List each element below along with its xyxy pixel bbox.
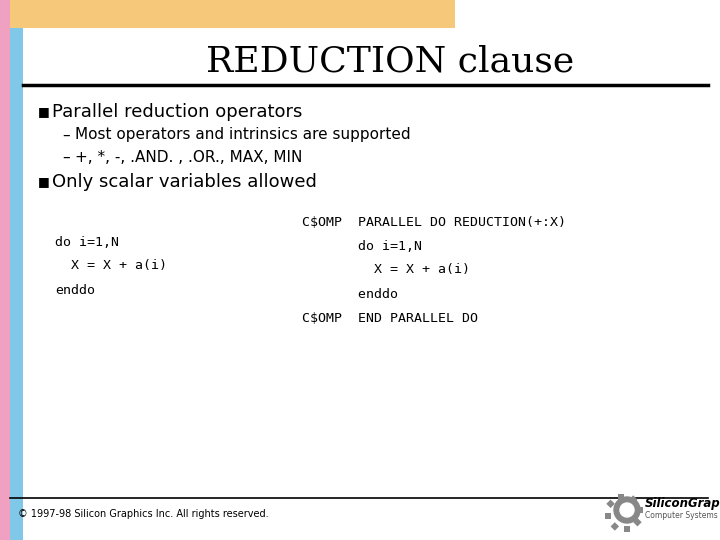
Text: +, *, -, .AND. , .OR., MAX, MIN: +, *, -, .AND. , .OR., MAX, MIN: [75, 150, 302, 165]
Bar: [633, 518, 642, 526]
Text: Parallel reduction operators: Parallel reduction operators: [52, 103, 302, 121]
Bar: [618, 494, 624, 500]
Circle shape: [614, 497, 640, 523]
Text: Only scalar variables allowed: Only scalar variables allowed: [52, 173, 317, 191]
Text: do i=1,N: do i=1,N: [55, 235, 119, 248]
Bar: [0, 0, 10, 540]
Text: enddo: enddo: [55, 284, 95, 296]
Text: C$OMP  END PARALLEL DO: C$OMP END PARALLEL DO: [302, 312, 478, 325]
Text: ■: ■: [38, 176, 50, 188]
Bar: [605, 513, 611, 519]
Text: SiliconGraphics: SiliconGraphics: [645, 497, 720, 510]
Text: –: –: [62, 150, 70, 165]
Text: ■: ■: [38, 105, 50, 118]
Bar: [624, 526, 630, 532]
Circle shape: [620, 503, 634, 517]
Bar: [10, 28, 23, 540]
Text: Computer Systems: Computer Systems: [645, 511, 718, 521]
Bar: [0, 0, 455, 28]
Text: REDUCTION clause: REDUCTION clause: [206, 45, 574, 79]
Bar: [606, 500, 615, 508]
Bar: [637, 507, 643, 513]
Bar: [611, 522, 619, 531]
Text: X = X + a(i): X = X + a(i): [55, 260, 167, 273]
Bar: [629, 495, 637, 504]
Text: C$OMP  PARALLEL DO REDUCTION(+:X): C$OMP PARALLEL DO REDUCTION(+:X): [302, 215, 566, 228]
Text: –: –: [62, 127, 70, 143]
Text: do i=1,N: do i=1,N: [302, 240, 422, 253]
Text: © 1997-98 Silicon Graphics Inc. All rights reserved.: © 1997-98 Silicon Graphics Inc. All righ…: [18, 509, 269, 519]
Text: X = X + a(i): X = X + a(i): [302, 264, 470, 276]
Text: enddo: enddo: [302, 287, 398, 300]
Text: Most operators and intrinsics are supported: Most operators and intrinsics are suppor…: [75, 127, 410, 143]
